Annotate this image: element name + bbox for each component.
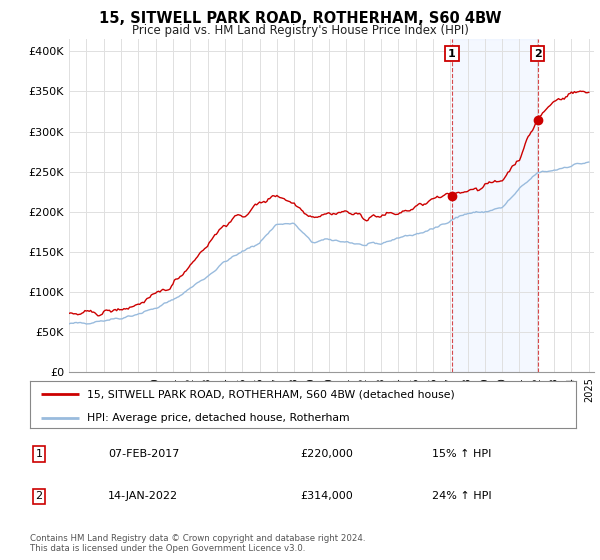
Bar (452, 39, 538, 372)
Text: 1: 1 (448, 49, 456, 59)
Text: 15, SITWELL PARK ROAD, ROTHERHAM, S60 4BW (detached house): 15, SITWELL PARK ROAD, ROTHERHAM, S60 4B… (88, 389, 455, 399)
Text: HPI: Average price, detached house, Rotherham: HPI: Average price, detached house, Roth… (88, 413, 350, 423)
Text: Contains HM Land Registry data © Crown copyright and database right 2024.
This d: Contains HM Land Registry data © Crown c… (30, 534, 365, 553)
Text: 24% ↑ HPI: 24% ↑ HPI (432, 492, 491, 502)
Text: 1: 1 (35, 449, 43, 459)
Text: 14-JAN-2022: 14-JAN-2022 (108, 492, 178, 502)
Text: Price paid vs. HM Land Registry's House Price Index (HPI): Price paid vs. HM Land Registry's House … (131, 24, 469, 36)
Text: 2: 2 (35, 492, 43, 502)
Text: £220,000: £220,000 (300, 449, 353, 459)
Text: 07-FEB-2017: 07-FEB-2017 (108, 449, 179, 459)
Text: 15% ↑ HPI: 15% ↑ HPI (432, 449, 491, 459)
Text: £314,000: £314,000 (300, 492, 353, 502)
Text: 15, SITWELL PARK ROAD, ROTHERHAM, S60 4BW: 15, SITWELL PARK ROAD, ROTHERHAM, S60 4B… (99, 11, 501, 26)
Text: 2: 2 (534, 49, 542, 59)
